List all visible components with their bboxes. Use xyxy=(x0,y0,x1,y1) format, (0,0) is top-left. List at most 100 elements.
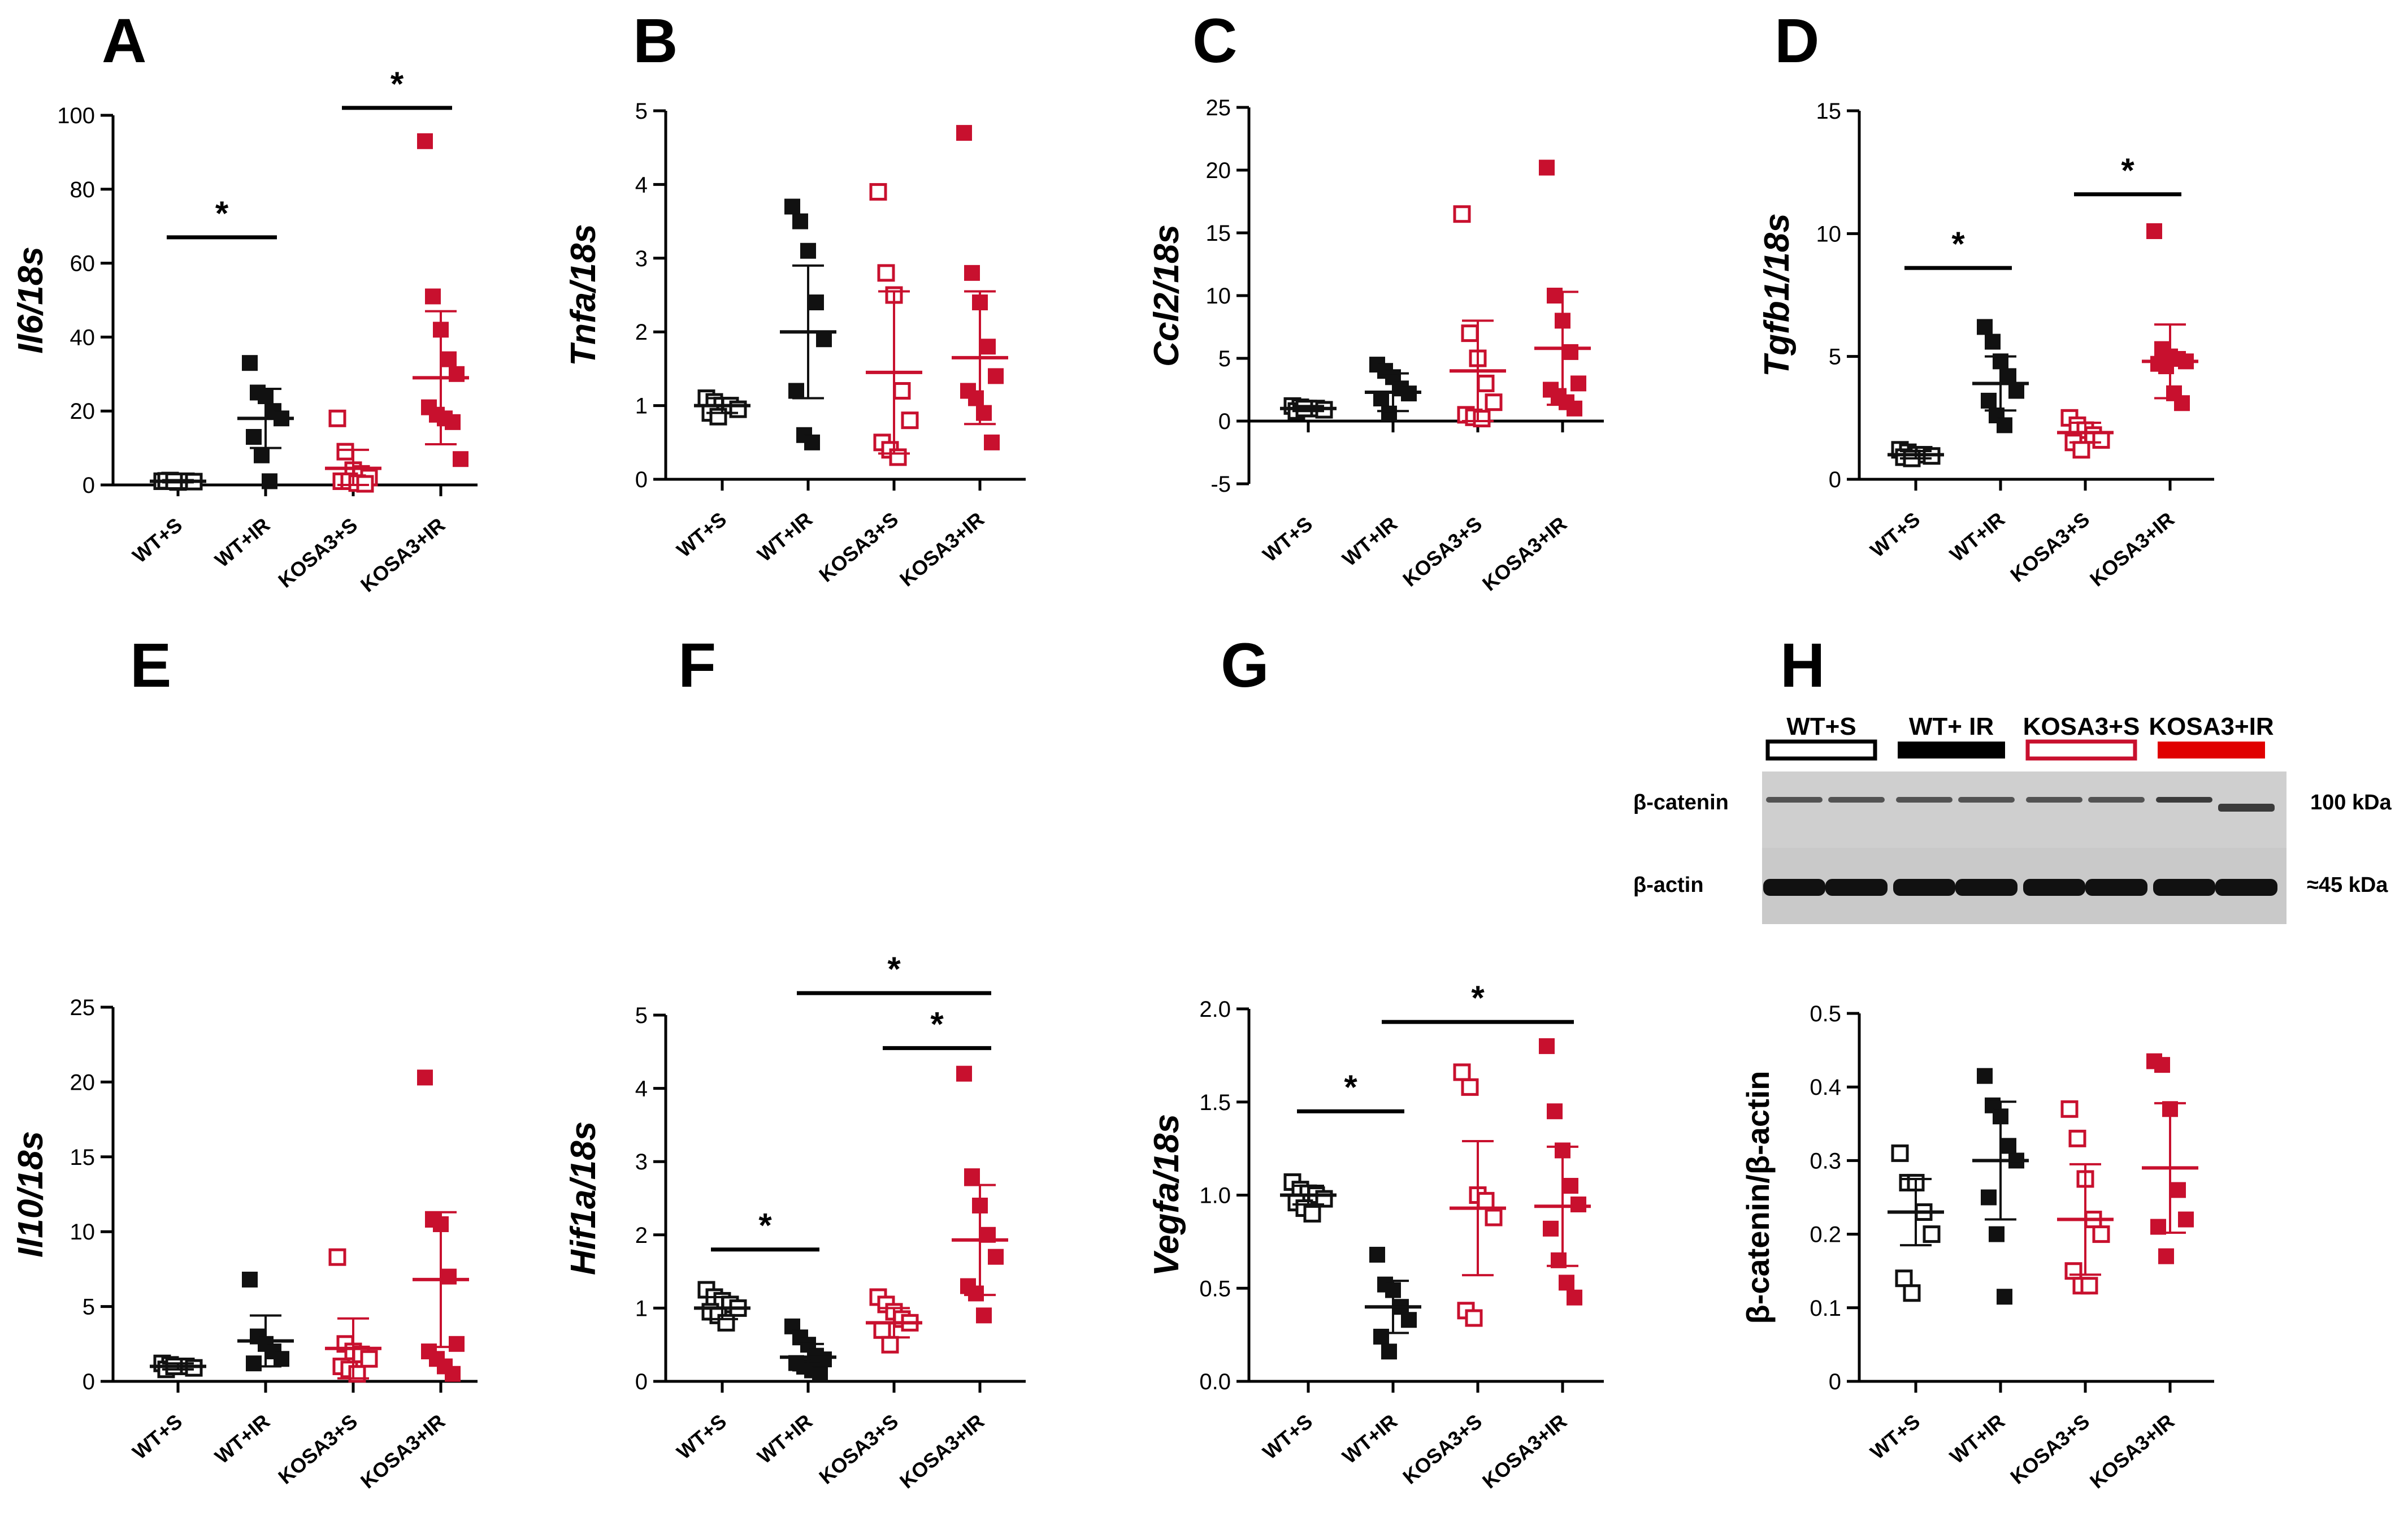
data-point xyxy=(901,411,919,430)
y-axis-label: Il6/18s xyxy=(11,246,50,354)
panel-letter-a: A xyxy=(102,6,146,76)
x-tick-label: WT+IR xyxy=(1945,508,2009,566)
data-point xyxy=(1547,1103,1563,1120)
x-tick-label: KOSA3+IR xyxy=(1478,1410,1571,1493)
x-tick-label: KOSA3+S xyxy=(2006,508,2094,587)
band-beta-catenin xyxy=(2218,804,2275,812)
y-tick-label: 0 xyxy=(635,467,648,492)
y-tick-label: 1 xyxy=(635,394,648,419)
data-point xyxy=(1381,1343,1397,1360)
y-tick-label: 20 xyxy=(70,399,96,424)
series-3 xyxy=(1534,159,1591,417)
legend-bar-kosa3-ir xyxy=(2158,742,2265,758)
x-tick-label: KOSA3+S xyxy=(1398,512,1486,591)
data-point xyxy=(449,1336,465,1352)
y-tick-label: 80 xyxy=(70,177,96,202)
data-point xyxy=(1473,410,1491,428)
series-2 xyxy=(866,1288,922,1354)
y-tick-label: 5 xyxy=(83,1295,95,1320)
mw-label-100kda: 100 kDa xyxy=(2310,791,2392,814)
data-point xyxy=(800,242,816,259)
panel-letter-b: B xyxy=(633,6,678,76)
data-point xyxy=(254,447,270,463)
data-point xyxy=(976,405,992,421)
western-blot: WT+S WT+ IR KOSA3+S KOSA3+IR β-catenin β… xyxy=(1633,713,2392,924)
y-tick-label: 15 xyxy=(1816,99,1842,124)
series-2 xyxy=(325,409,381,493)
x-tick-label: WT+IR xyxy=(1338,1410,1402,1468)
data-point xyxy=(788,383,804,399)
panel-f: F 0 1 2 3 4 5 Hif1a/18s WT+S WT+IRKOSA3+SKOSA3+IR… xyxy=(564,631,1026,1493)
series-3 xyxy=(2142,223,2198,411)
y-tick-label: 15 xyxy=(1206,221,1231,246)
x-tick-label: WT+IR xyxy=(753,508,817,566)
panel-e: E 0 5 10 15 20 25 Il10/18s WT+S WT+IR KOSA3+SKOSA3… xyxy=(11,631,478,1493)
data-point xyxy=(2072,441,2090,459)
series-3 xyxy=(952,1065,1008,1324)
series-2 xyxy=(2057,1100,2114,1295)
series-0 xyxy=(1280,397,1337,420)
significance-star: * xyxy=(391,65,404,103)
band-beta-actin xyxy=(1825,879,1888,896)
y-axis-label: Vegfa/18s xyxy=(1147,1114,1186,1276)
blot-bands xyxy=(1763,797,2277,896)
data-point xyxy=(1563,1178,1578,1194)
series-0 xyxy=(694,1281,750,1332)
y-tick-label: -5 xyxy=(1210,472,1231,497)
data-point xyxy=(964,265,980,281)
data-point xyxy=(1923,1225,1941,1243)
y-tick-label: 100 xyxy=(57,103,95,128)
data-point xyxy=(1453,205,1471,223)
x-tick-label: WT+S xyxy=(672,1410,731,1464)
y-axis-label: Hif1a/18s xyxy=(564,1121,603,1275)
data-point xyxy=(246,1355,262,1372)
data-point xyxy=(1997,1289,2012,1305)
data-point xyxy=(336,443,354,461)
series-2 xyxy=(325,1248,381,1383)
data-point xyxy=(242,1271,258,1288)
data-point xyxy=(1891,1144,1909,1162)
y-tick-label: 0 xyxy=(1829,1369,1841,1394)
series-0 xyxy=(1888,1144,1944,1302)
significance-star: * xyxy=(1344,1068,1357,1106)
y-tick-label: 4 xyxy=(635,172,648,197)
band-beta-actin xyxy=(1955,879,2017,896)
y-tick-label: 3 xyxy=(635,246,648,271)
series-1 xyxy=(780,1318,836,1382)
data-point xyxy=(877,264,895,282)
significance-star: * xyxy=(215,194,229,232)
data-point xyxy=(2064,1262,2082,1280)
data-point xyxy=(445,1366,461,1382)
panel-letter-f: F xyxy=(678,631,716,700)
data-point xyxy=(1567,1289,1582,1306)
data-point xyxy=(964,1168,980,1185)
data-point xyxy=(1381,405,1397,422)
data-point xyxy=(417,133,433,149)
band-label-beta-catenin: β-catenin xyxy=(1633,791,1729,814)
y-tick-label: 1.5 xyxy=(1199,1090,1231,1115)
y-tick-label: 0 xyxy=(1829,467,1841,492)
panel-a: A 0 20 40 60 80 100 Il6/18s WT+S WT+IR KOSA3+SKOSA… xyxy=(11,6,478,597)
legend-label-kosa3-s: KOSA3+S xyxy=(2023,713,2140,740)
data-point xyxy=(784,198,800,215)
band-beta-catenin xyxy=(1766,797,1823,803)
data-point xyxy=(1373,1328,1389,1345)
series-3 xyxy=(2142,1053,2198,1264)
significance-star: * xyxy=(887,950,901,988)
series-1 xyxy=(780,198,836,450)
x-tick-label: WT+S xyxy=(128,1410,186,1464)
y-tick-label: 10 xyxy=(1206,284,1231,309)
band-beta-actin xyxy=(1763,879,1825,896)
panel-letter-g: G xyxy=(1221,631,1269,700)
data-point xyxy=(1303,1204,1321,1223)
data-point xyxy=(1570,375,1586,392)
band-beta-catenin xyxy=(2026,797,2082,803)
data-point xyxy=(2154,1057,2170,1073)
x-tick-label: KOSA3+S xyxy=(2006,1410,2094,1489)
data-point xyxy=(1461,1078,1479,1096)
data-point xyxy=(246,428,262,445)
data-point xyxy=(1485,393,1503,411)
data-point xyxy=(717,1314,735,1332)
legend-label-kosa3-ir: KOSA3+IR xyxy=(2149,713,2274,740)
